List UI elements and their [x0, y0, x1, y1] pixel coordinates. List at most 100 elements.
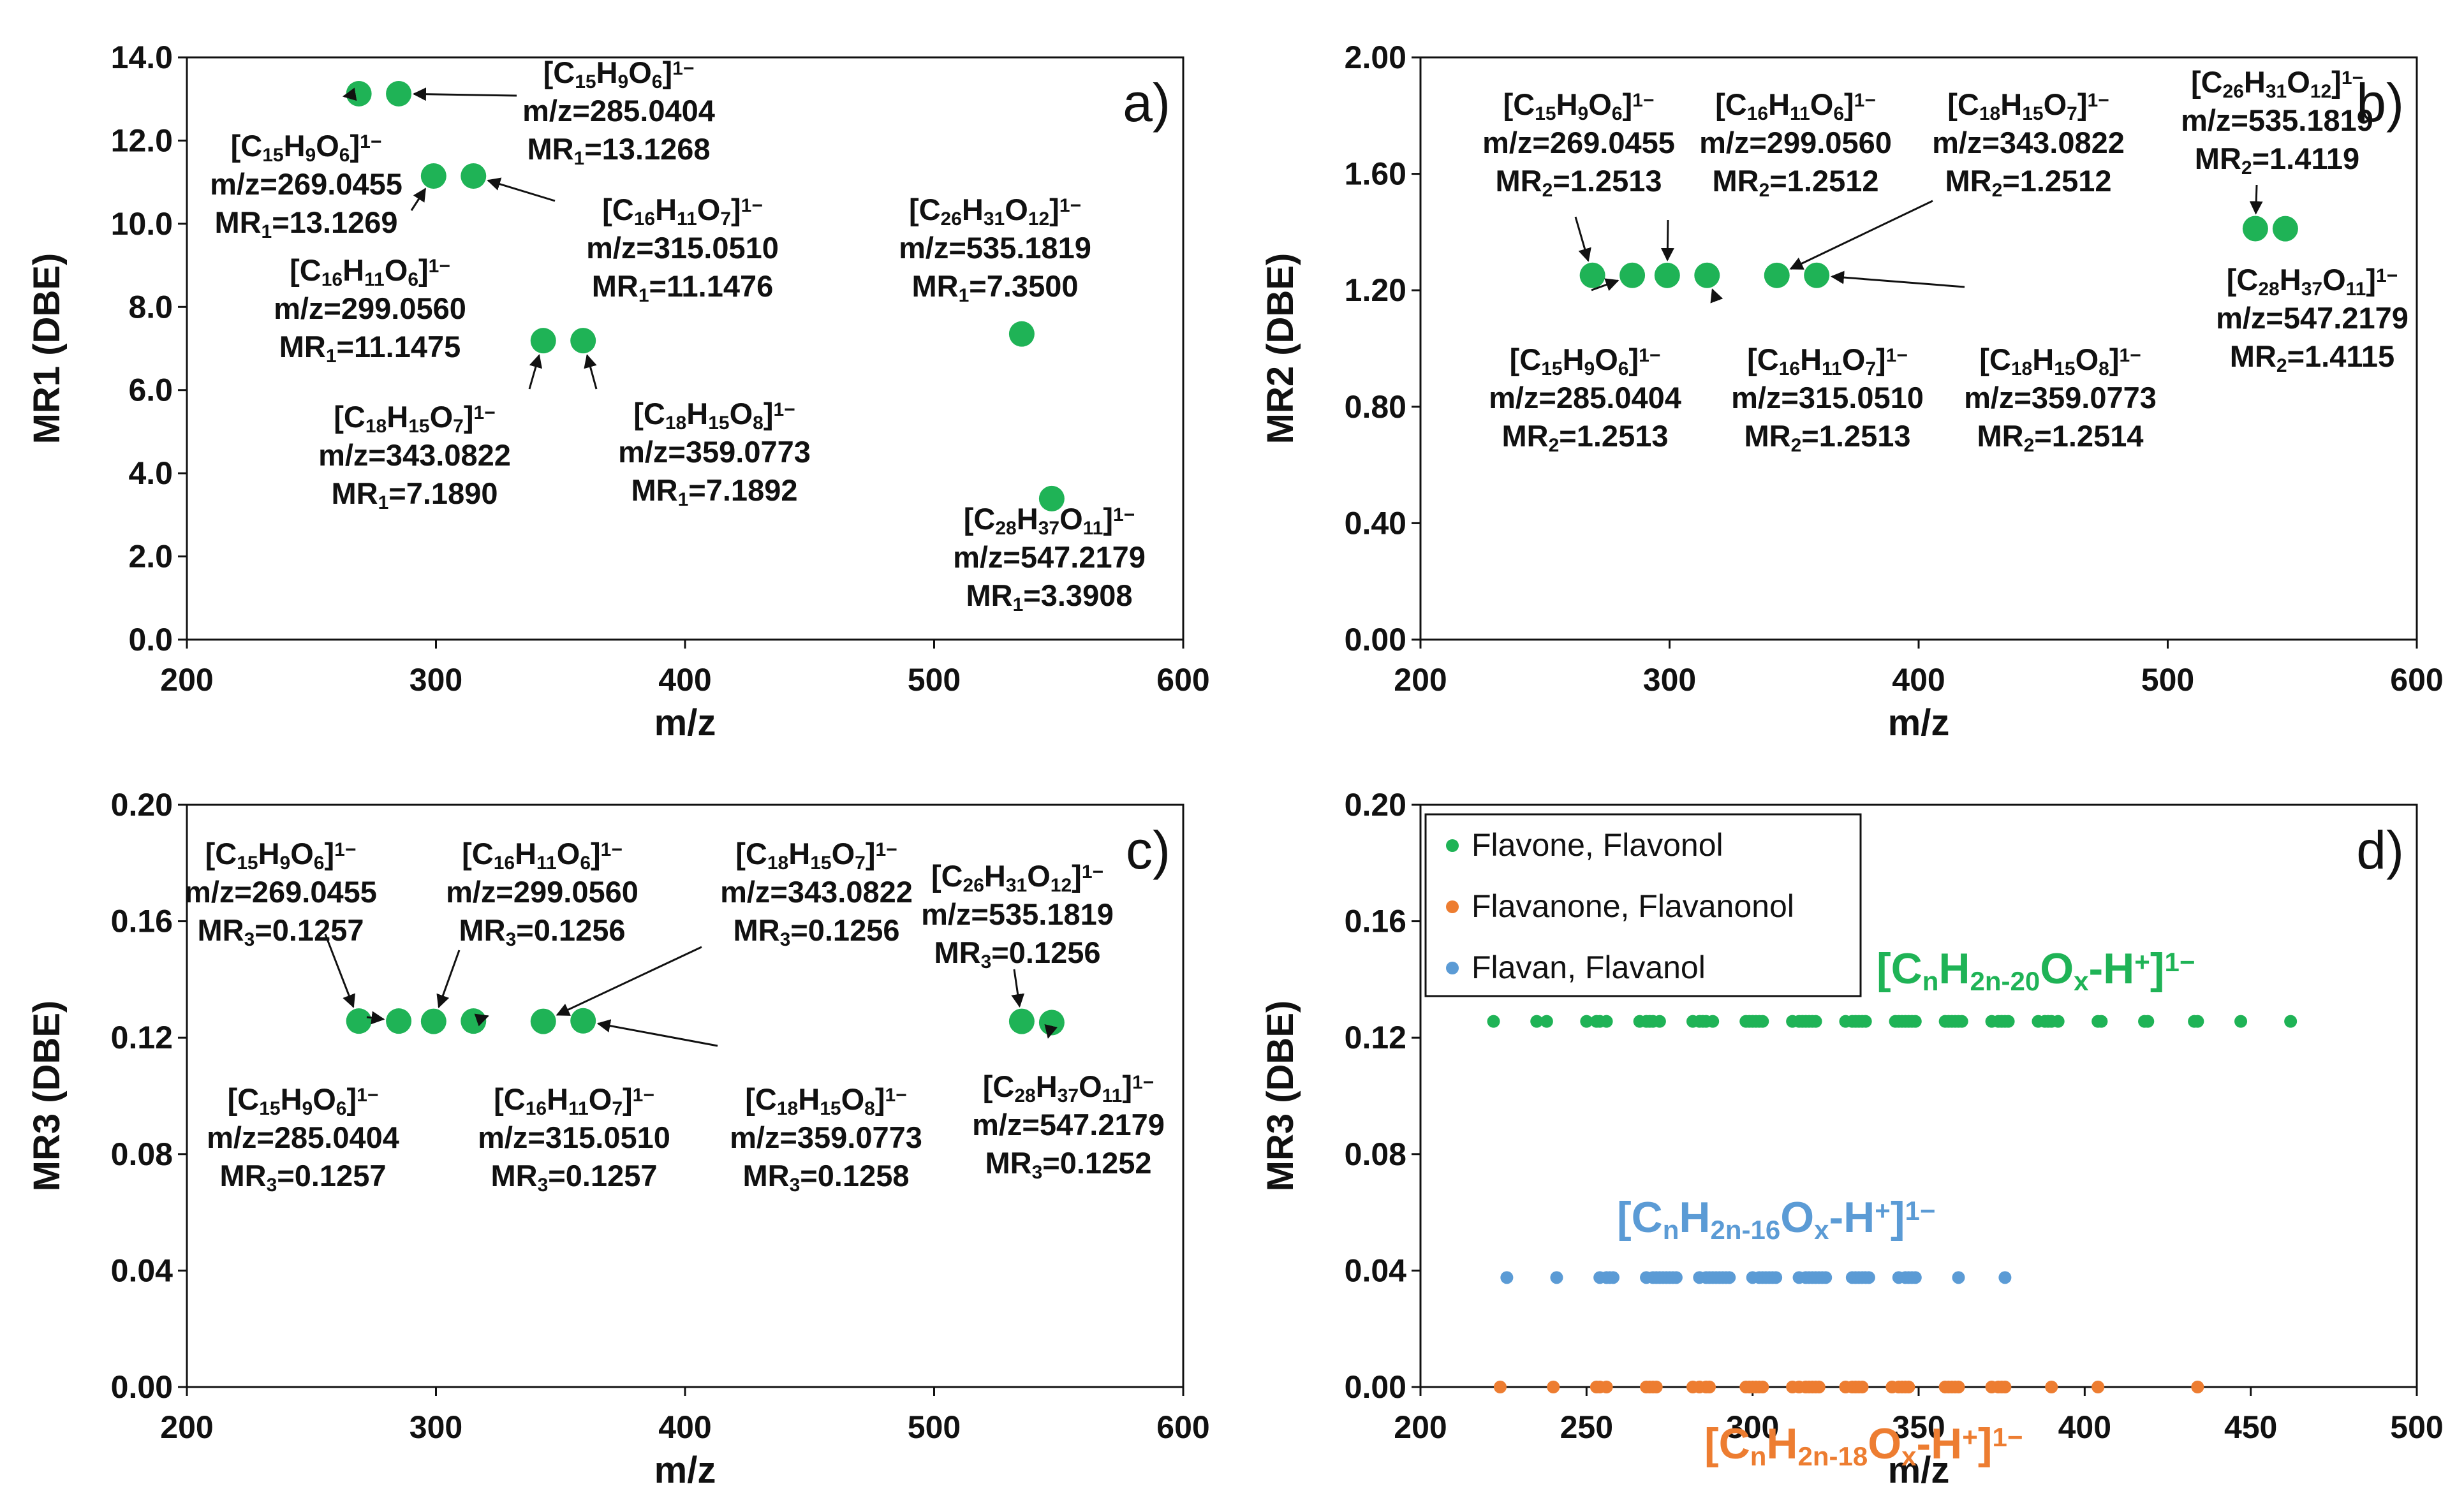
- annotation-mr: MR3=0.1257: [220, 1159, 387, 1196]
- annotation-formula-part: 6: [1618, 358, 1629, 379]
- annotation-formula-part: H: [788, 837, 810, 870]
- annotation-formula: [C18H15O7]1−: [735, 837, 897, 874]
- annotation-formula: [C16H11O6]1−: [1715, 87, 1876, 124]
- annotation-mr-part: 1: [378, 492, 389, 513]
- annotation-formula-part: 8: [864, 1098, 875, 1119]
- panel-label: d): [2356, 820, 2404, 880]
- annotation-mr-part: =7.1892: [688, 473, 797, 507]
- annotation-formula-part: [C: [1979, 342, 2011, 376]
- annotation-formula: [C16H11O6]1−: [462, 837, 623, 874]
- annotation-formula-part: H: [596, 55, 618, 89]
- annotation-mr-part: MR: [912, 269, 959, 303]
- annotation-arrow: [556, 946, 702, 1016]
- legend-label: Flavone, Flavonol: [1472, 827, 1723, 863]
- annotation-mr: MR1=11.1476: [592, 269, 774, 306]
- data-point: [570, 1008, 596, 1034]
- data-point: [386, 80, 412, 106]
- annotation-formula-part: ]: [731, 193, 741, 226]
- annotation-mr: MR3=0.1258: [743, 1159, 910, 1196]
- annotation-formula-part: ]: [1049, 193, 1059, 226]
- annotation-mr: MR1=7.1892: [631, 473, 798, 510]
- annotation-formula-part: 15: [2054, 358, 2075, 379]
- annotation-formula-part: [C: [633, 397, 665, 430]
- annotation-formula-part: 1−: [741, 195, 763, 216]
- annotation-formula-part: [C: [745, 1082, 777, 1116]
- annotation-formula-part: O: [2322, 263, 2346, 297]
- y-tick-label: 1.60: [1345, 156, 1406, 192]
- annotation-mz: m/z=315.0510: [478, 1120, 670, 1154]
- annotation-formula-part: 15: [259, 1098, 280, 1119]
- data-point: [1600, 1381, 1613, 1393]
- annotation-mr-part: 3: [1032, 1162, 1043, 1183]
- annotation-mz: m/z=315.0510: [586, 231, 779, 265]
- annotation-formula-part: 7: [720, 209, 731, 230]
- y-tick-label: 2.0: [128, 539, 173, 575]
- annotation-mr-part: MR: [631, 473, 678, 507]
- y-tick-label: 0.40: [1345, 505, 1406, 541]
- y-tick-label: 12.0: [111, 122, 173, 158]
- annotation-formula-part: ]: [346, 1082, 357, 1116]
- data-point: [1579, 262, 1605, 288]
- annotation-formula-part: O: [1027, 859, 1051, 893]
- annotation-formula-part: 15: [237, 853, 258, 874]
- data-point: [1952, 1381, 1965, 1393]
- annotation-formula-part: 9: [1578, 103, 1589, 124]
- annotation-formula-part: 15: [1541, 358, 1562, 379]
- x-axis-title: m/z: [1888, 702, 1950, 744]
- annotation-formula-part: [C: [931, 859, 963, 893]
- annotation-mr-part: MR: [1496, 164, 1542, 198]
- annotation-formula-part: 7: [612, 1098, 623, 1119]
- annotation-mr-part: MR: [592, 269, 638, 303]
- data-point: [1600, 1015, 1613, 1028]
- annotation-mr: MR1=11.1475: [279, 330, 461, 367]
- series-formula-part: H: [1766, 1420, 1797, 1468]
- annotation-formula-part: O: [2044, 87, 2067, 121]
- annotation-formula-part: 37: [1058, 1085, 1079, 1106]
- annotation-mz: m/z=343.0822: [720, 875, 913, 909]
- y-tick-label: 0.00: [1345, 1369, 1406, 1405]
- x-tick-label: 250: [1560, 1409, 1613, 1445]
- annotation-formula-part: H: [547, 1082, 568, 1116]
- annotation-formula-part: 7: [2067, 103, 2077, 124]
- annotation-formula-part: H: [281, 1082, 302, 1116]
- series-formula-part: 2n-18: [1798, 1441, 1868, 1471]
- annotation-mr-part: 3: [267, 1175, 277, 1196]
- annotation-formula-part: 1−: [1132, 1072, 1154, 1093]
- x-tick-label: 400: [658, 1409, 711, 1445]
- annotation-formula-part: ]: [1628, 342, 1639, 376]
- annotation-mz: m/z=299.0560: [446, 875, 638, 909]
- data-point: [530, 328, 556, 354]
- series-formula-part: ]: [2150, 944, 2165, 993]
- data-point: [1669, 1271, 1683, 1284]
- annotation-mr-part: 3: [981, 951, 992, 973]
- annotation-mr-part: MR: [332, 476, 378, 510]
- data-point: [2272, 216, 2298, 242]
- annotation-mr: MR2=1.2513: [1496, 164, 1662, 201]
- annotation-arrow: [410, 187, 427, 211]
- x-tick-label: 450: [2224, 1409, 2277, 1445]
- x-tick-label: 400: [1892, 662, 1945, 698]
- annotation-mr-part: MR: [734, 913, 780, 947]
- annotation-mr-part: =13.1269: [272, 205, 397, 239]
- x-tick-label: 300: [1643, 662, 1696, 698]
- annotation-mz: m/z=285.0404: [1489, 381, 1681, 415]
- x-tick-label: 500: [2390, 1409, 2443, 1445]
- series-formula-part: +: [1962, 1422, 1978, 1452]
- data-point: [1038, 485, 1065, 511]
- annotation-mr-part: MR: [966, 578, 1013, 612]
- annotation-formula: [C28H37O11]1−: [983, 1069, 1154, 1106]
- annotation-formula-part: 15: [1535, 103, 1556, 124]
- data-point: [461, 163, 487, 189]
- annotation-formula-part: 16: [1747, 103, 1768, 124]
- annotation-formula-part: 18: [365, 416, 387, 437]
- annotation-formula-part: 1−: [473, 402, 495, 423]
- annotation-mr-part: 2: [2241, 158, 2252, 179]
- y-tick-label: 14.0: [111, 40, 173, 75]
- annotation-formula-part: 15: [810, 853, 831, 874]
- series-formula-part: ]: [1978, 1420, 1993, 1468]
